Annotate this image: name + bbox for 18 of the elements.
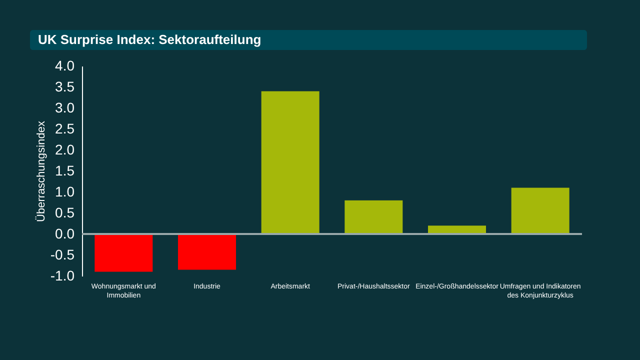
- bar: [511, 188, 570, 234]
- y-tick-label: 3.5: [55, 78, 75, 94]
- bar: [94, 234, 153, 272]
- y-tick-label: -0.5: [50, 246, 75, 262]
- y-tick-label: 0.5: [55, 204, 75, 220]
- chart-title: UK Surprise Index: Sektoraufteilung: [38, 32, 262, 47]
- bar: [178, 234, 236, 270]
- y-tick-label: 0.0: [55, 226, 75, 242]
- bar: [261, 91, 320, 234]
- y-tick-label: 1.0: [55, 184, 75, 200]
- y-tick-label: 3.0: [55, 100, 75, 116]
- bar: [344, 200, 403, 234]
- y-tick-label: 4.0: [55, 58, 75, 74]
- y-tick-label: -1.0: [50, 268, 75, 284]
- y-axis-title: Überraschungsindex: [34, 120, 48, 222]
- y-tick-label: 2.5: [55, 120, 75, 136]
- y-tick-label: 1.5: [55, 162, 75, 178]
- y-tick-label: 2.0: [55, 142, 75, 158]
